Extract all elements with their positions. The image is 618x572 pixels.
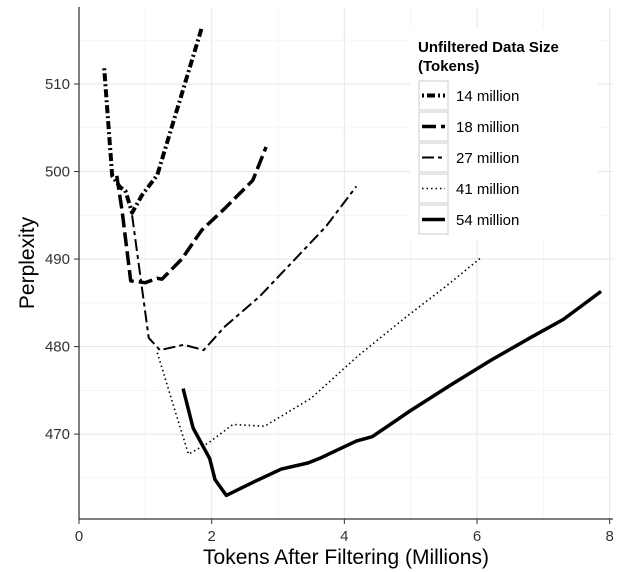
y-tick-label: 510: [45, 76, 70, 93]
legend: Unfiltered Data Size (Tokens) 14 million 18…: [410, 28, 598, 240]
series-line-3: [131, 185, 358, 352]
legend-label: 27 million: [456, 150, 519, 167]
legend-title: Unfiltered Data Size: [418, 39, 559, 56]
x-tick-label: 8: [606, 528, 614, 545]
series-line-5: [181, 289, 603, 498]
legend-key-box: [418, 173, 449, 204]
series-lines: [102, 27, 603, 498]
legend-label: 18 million: [456, 119, 519, 136]
x-tick-label: 0: [75, 528, 83, 545]
y-tick-label: 480: [45, 339, 70, 356]
series-line-4: [156, 257, 481, 455]
series-line-1: [102, 27, 204, 215]
y-axis-title: Perplexity: [16, 216, 39, 309]
axes: 0 2 4 6 8 470 480 490 500 510: [45, 7, 614, 545]
x-tick-label: 6: [473, 528, 481, 545]
legend-label: 14 million: [456, 88, 519, 105]
x-tick-label: 2: [207, 528, 215, 545]
legend-label: 54 million: [456, 212, 519, 229]
series-line-2: [115, 146, 268, 285]
y-tick-label: 470: [45, 426, 70, 443]
x-axis-title: Tokens After Filtering (Millions): [203, 546, 489, 569]
legend-label: 41 million: [456, 181, 519, 198]
y-tick-label: 490: [45, 251, 70, 268]
y-tick-label: 500: [45, 164, 70, 181]
legend-title: (Tokens): [418, 58, 479, 75]
x-tick-label: 4: [340, 528, 348, 545]
